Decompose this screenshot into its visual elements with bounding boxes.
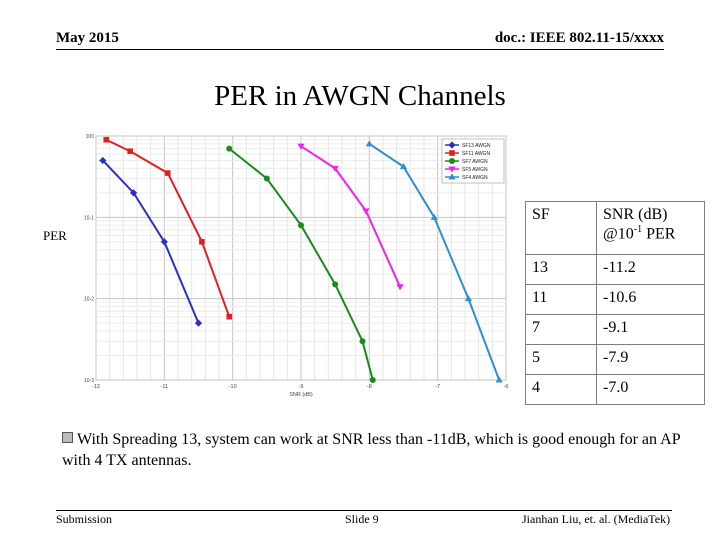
legend-entry: SF7 AWGN [462, 159, 488, 165]
y-tick-label: 10-2 [84, 297, 94, 303]
legend-entry: SF4 AWGN [462, 175, 488, 181]
table-row: 11 -10.6 [525, 284, 705, 315]
data-point [103, 136, 110, 143]
table-row: 7 -9.1 [525, 314, 705, 345]
slide-title: PER in AWGN Channels [214, 80, 506, 112]
data-point [362, 208, 370, 215]
data-point [448, 141, 456, 149]
table-cell-snr: -7.9 [596, 344, 705, 375]
per-chart: -12 -11 -10 -9 -8 -7 -6 100 10-1 10-2 10-3 SNR (dB)… [84, 134, 509, 398]
table-header-per: PER [642, 225, 676, 243]
data-point [448, 166, 456, 173]
bullet-point: With Spreading 13, system can work at SN… [62, 429, 692, 471]
series-line [102, 159, 200, 324]
data-point [164, 170, 171, 176]
data-point [199, 239, 205, 245]
data-point [226, 145, 233, 152]
legend-entry: SF11 AWGN [462, 151, 490, 157]
data-point [396, 284, 404, 291]
sf-snr-table: SF SNR (dB) @10-1 PER 13 -11.2 11 -10.6 … [525, 201, 705, 405]
table-cell-sf: 4 [525, 374, 597, 405]
data-point [160, 238, 168, 246]
x-tick-label: -6 [504, 384, 509, 390]
data-point [332, 281, 339, 288]
data-point [495, 376, 503, 383]
x-tick-label: -12 [92, 384, 100, 390]
legend-entry: SF5 AWGN [462, 167, 488, 173]
y-tick-label: 10-1 [84, 215, 94, 221]
table-cell-sf: 13 [525, 254, 597, 285]
y-tick-label: 10-3 [84, 378, 94, 384]
per-axis-label: PER [43, 228, 67, 243]
table-row: 4 -7.0 [525, 374, 705, 405]
data-point [448, 173, 456, 180]
footer-author: Jianhan Liu, et. al. (MediaTek) [522, 512, 671, 526]
x-tick-label: -11 [161, 384, 169, 390]
table-header-snr: SNR (dB) @10-1 PER [596, 201, 705, 255]
header-date: May 2015 [56, 30, 119, 46]
x-axis-label: SNR (dB) [289, 392, 313, 398]
header-rule [56, 49, 664, 50]
bullet-square-icon [62, 432, 73, 443]
table-cell-sf: 11 [525, 284, 597, 315]
legend-entry: SF13 AWGN [462, 143, 491, 149]
table-cell-sf: 7 [525, 314, 597, 345]
header-doc-id: doc.: IEEE 802.11-15/xxxx [494, 30, 664, 46]
table-cell-snr: -7.0 [596, 374, 705, 405]
data-point [226, 313, 233, 320]
series-line [300, 145, 401, 288]
data-point [99, 156, 107, 165]
y-tick-label: 100 [86, 134, 95, 140]
data-point [369, 377, 376, 383]
data-point [263, 175, 270, 182]
table-header-at: @10 [603, 225, 634, 243]
x-tick-label: -8 [367, 384, 372, 390]
table-row: 13 -11.2 [525, 254, 705, 285]
data-point [399, 163, 408, 170]
data-point [127, 148, 133, 155]
data-point [449, 150, 455, 156]
data-point [359, 338, 366, 345]
data-point [430, 213, 438, 220]
x-tick-label: -10 [229, 384, 237, 390]
data-point [298, 222, 304, 229]
footer-slide-number: Slide 9 [345, 512, 379, 526]
data-point [129, 189, 138, 197]
footer-rule [56, 510, 672, 511]
x-tick-label: -9 [299, 384, 304, 390]
table-header-snr-label: SNR (dB) [603, 206, 668, 223]
data-point [365, 140, 373, 147]
bullet-text: With Spreading 13, system can work at SN… [62, 431, 680, 469]
footer-submission: Submission [56, 512, 113, 526]
data-point [331, 165, 339, 172]
table-row: 5 -7.9 [525, 344, 705, 375]
table-header-row: SF SNR (dB) @10-1 PER [525, 201, 705, 255]
data-point [464, 295, 473, 302]
table-cell-sf: 5 [525, 344, 597, 375]
table-cell-snr: -9.1 [596, 314, 705, 345]
series-line [228, 147, 374, 381]
table-header-sf: SF [525, 201, 597, 255]
table-cell-snr: -11.2 [596, 254, 705, 285]
data-point [449, 158, 455, 164]
table-cell-snr: -10.6 [596, 284, 705, 315]
table-header-exp: -1 [633, 224, 643, 235]
data-point [297, 143, 305, 150]
x-tick-label: -7 [435, 384, 440, 390]
data-point [194, 319, 203, 327]
